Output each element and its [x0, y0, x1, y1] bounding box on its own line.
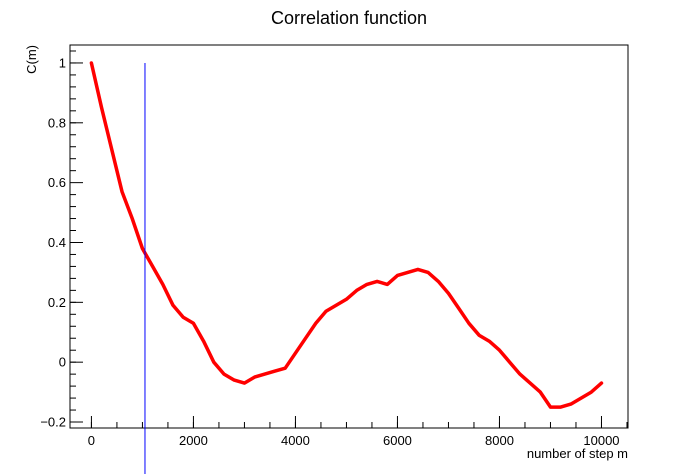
chart-title: Correlation function [271, 8, 427, 28]
x-tick-label: 10000 [583, 433, 619, 448]
y-tick-label: 0 [59, 355, 66, 370]
plot-frame [69, 44, 629, 429]
y-tick-label: 1 [59, 55, 66, 70]
x-tick-label: 4000 [281, 433, 310, 448]
y-axis: −0.2 0 0.2 0.4 0.6 0.8 1 [40, 50, 83, 430]
x-tick-label: 0 [88, 433, 95, 448]
x-axis-label: number of step m [527, 446, 628, 461]
y-tick-label: 0.4 [48, 235, 66, 250]
y-tick-label: 0.6 [48, 175, 66, 190]
x-tick-label: 8000 [485, 433, 514, 448]
y-axis-label: C(m) [24, 45, 39, 74]
x-tick-label: 6000 [383, 433, 412, 448]
x-axis: 0 2000 4000 6000 8000 10000 [88, 416, 628, 448]
y-tick-label: 0.2 [48, 295, 66, 310]
series-line [89, 61, 604, 409]
series-layer [89, 61, 604, 409]
y-tick-label: 0.8 [48, 115, 66, 130]
x-tick-label: 2000 [179, 433, 208, 448]
y-tick-label: −0.2 [40, 415, 66, 430]
